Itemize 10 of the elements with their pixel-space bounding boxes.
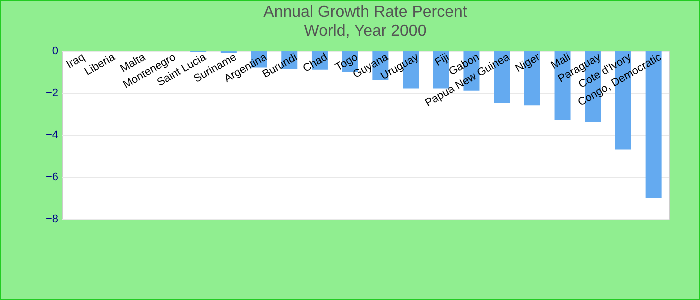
- chart-title: Annual Growth Rate Percent: [264, 4, 468, 21]
- chart-subtitle: World, Year 2000: [304, 23, 427, 40]
- x-tick-label: Niger: [514, 51, 543, 76]
- y-tick-label: −2: [46, 88, 58, 100]
- x-tick-label: Chad: [301, 52, 330, 76]
- y-tick-label: −4: [46, 130, 58, 142]
- y-tick-label: −8: [46, 214, 58, 226]
- y-tick-label: 0: [52, 46, 58, 58]
- x-tick-label: Fiji: [433, 52, 452, 69]
- y-tick-label: −6: [46, 172, 58, 184]
